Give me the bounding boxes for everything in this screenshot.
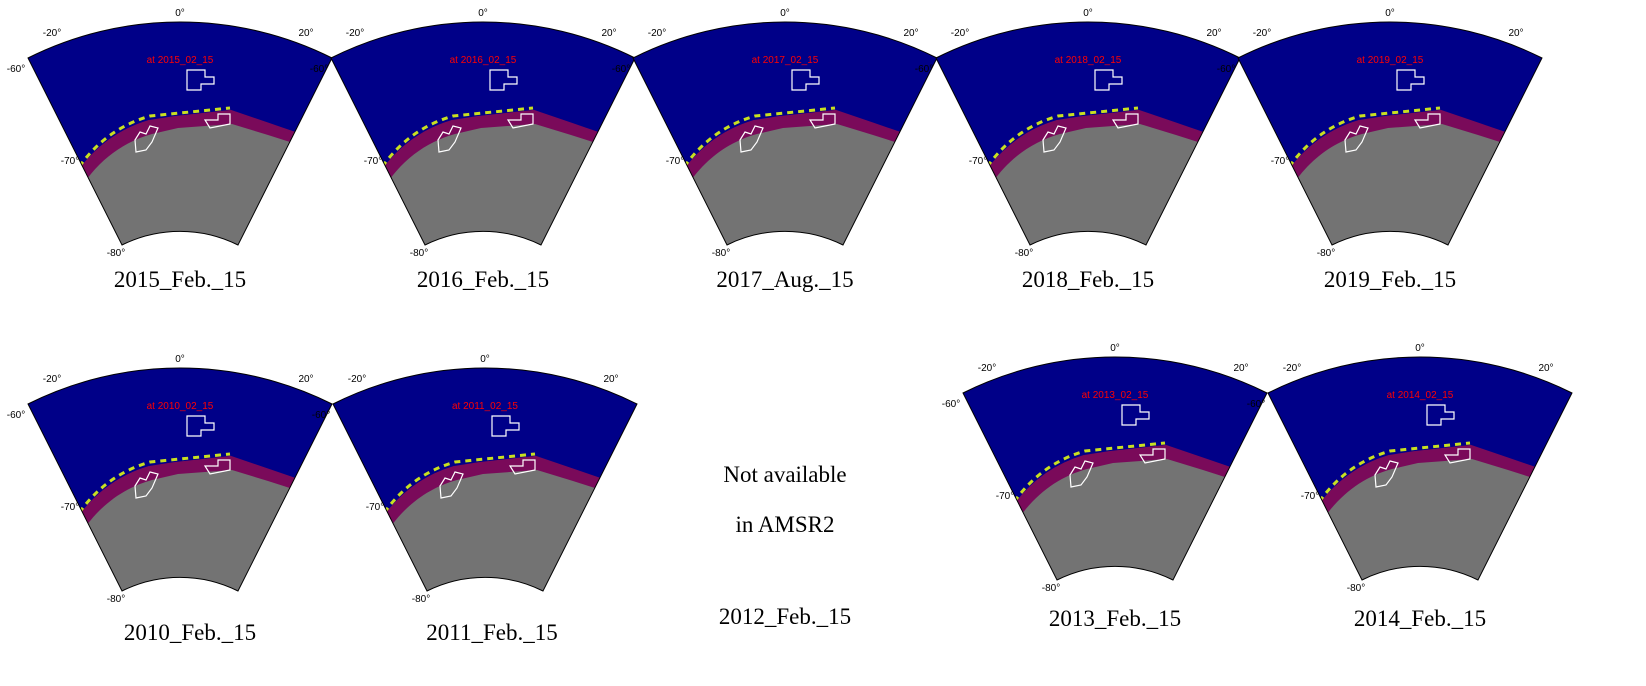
map-label: at 2019_02_15 [1357, 55, 1424, 66]
lon-label: -20° [43, 374, 61, 385]
map-label: at 2017_02_15 [752, 55, 819, 66]
map: at 2010_02_15 -20° 0° 20° -60° -70° -80° [7, 354, 340, 606]
lon-label: -20° [348, 374, 366, 385]
lat-label: -80° [1347, 583, 1365, 594]
lon-label: -20° [951, 28, 969, 39]
lat-label: -80° [1015, 248, 1033, 259]
lon-label: 0° [175, 354, 185, 365]
lon-label: 0° [480, 354, 490, 365]
lon-label: 20° [601, 28, 616, 39]
lat-label: -70° [366, 502, 384, 513]
map: at 2017_02_15 -20° 0° 20° -60° -70° -80° [612, 8, 945, 260]
note: in AMSR2 [735, 512, 834, 537]
map: at 2014_02_15 -20° 0° 20° -60° -70° -80° [1247, 343, 1580, 595]
lon-label: 20° [903, 28, 918, 39]
lat-label: -80° [1317, 248, 1335, 259]
lat-label: -70° [61, 156, 79, 167]
map-label: at 2011_02_15 [452, 401, 518, 412]
caption: 2014_Feb._15 [1354, 606, 1486, 631]
lat-label: -70° [996, 491, 1014, 502]
lat-label: -60° [1217, 64, 1235, 75]
lat-label: -80° [1042, 583, 1060, 594]
map: at 2019_02_15 -20° 0° 20° -60° -70° -80° [1217, 8, 1550, 260]
lon-label: -20° [648, 28, 666, 39]
figure: 2015_Feb._15 at 2015_02_15 -20° 0° 20° -60° -7… [0, 0, 1646, 686]
map: at 2015_02_15 -20° 0° 20° -60° -70° -80° [7, 8, 340, 260]
lon-label: 20° [298, 28, 313, 39]
lon-label: 0° [1415, 343, 1425, 354]
lon-label: 0° [1083, 8, 1093, 19]
lon-label: 0° [175, 8, 185, 19]
note: Not available [723, 462, 846, 487]
lat-label: -80° [712, 248, 730, 259]
map: at 2013_02_15 -20° 0° 20° -60° -70° -80° [942, 343, 1275, 595]
lat-label: -60° [310, 64, 328, 75]
caption: 2012_Feb._15 [719, 604, 851, 629]
lat-label: -70° [969, 156, 987, 167]
caption: 2019_Feb._15 [1324, 267, 1456, 292]
lat-label: -70° [364, 156, 382, 167]
lon-label: 20° [298, 374, 313, 385]
lon-label: -20° [43, 28, 61, 39]
caption: 2016_Feb._15 [417, 267, 549, 292]
lat-label: -60° [312, 410, 330, 421]
map: at 2016_02_15 -20° 0° 20° -60° -70° -80° [310, 8, 643, 260]
lat-label: -60° [7, 410, 25, 421]
caption: 2015_Feb._15 [114, 267, 246, 292]
caption: 2017_Aug._15 [716, 267, 853, 292]
lat-label: -70° [1271, 156, 1289, 167]
map-label: at 2010_02_15 [147, 401, 214, 412]
lon-label: 20° [1233, 363, 1248, 374]
map-label: at 2018_02_15 [1055, 55, 1122, 66]
caption: 2011_Feb._15 [426, 620, 557, 645]
lat-label: -60° [942, 399, 960, 410]
lat-label: -60° [915, 64, 933, 75]
lon-label: 0° [780, 8, 790, 19]
lat-label: -60° [612, 64, 630, 75]
lon-label: 20° [1508, 28, 1523, 39]
lon-label: -20° [1283, 363, 1301, 374]
lon-label: 20° [1206, 28, 1221, 39]
map: at 2018_02_15 -20° 0° 20° -60° -70° -80° [915, 8, 1248, 260]
lon-label: 20° [1538, 363, 1553, 374]
lat-label: -80° [410, 248, 428, 259]
lon-label: 0° [1385, 8, 1395, 19]
lon-label: 0° [1110, 343, 1120, 354]
lon-label: 0° [478, 8, 488, 19]
lat-label: -70° [666, 156, 684, 167]
page: {"graticule": {"lon": ["-20°", "0°", "20… [0, 0, 1646, 686]
map-label: at 2014_02_15 [1387, 390, 1454, 401]
caption: 2018_Feb._15 [1022, 267, 1154, 292]
lat-label: -60° [7, 64, 25, 75]
lat-label: -80° [412, 594, 430, 605]
lat-label: -70° [1301, 491, 1319, 502]
lat-label: -80° [107, 248, 125, 259]
lon-label: -20° [978, 363, 996, 374]
caption: 2013_Feb._15 [1049, 606, 1181, 631]
lon-label: 20° [603, 374, 618, 385]
map-label: at 2013_02_15 [1082, 390, 1149, 401]
lon-label: -20° [346, 28, 364, 39]
map: at 2011_02_15 -20° 0° 20° -60° -70° -80° [312, 354, 645, 606]
lat-label: -60° [1247, 399, 1265, 410]
map-label: at 2015_02_15 [147, 55, 214, 66]
caption: 2010_Feb._15 [124, 620, 256, 645]
map-label: at 2016_02_15 [450, 55, 517, 66]
lon-label: -20° [1253, 28, 1271, 39]
lat-label: -80° [107, 594, 125, 605]
lat-label: -70° [61, 502, 79, 513]
